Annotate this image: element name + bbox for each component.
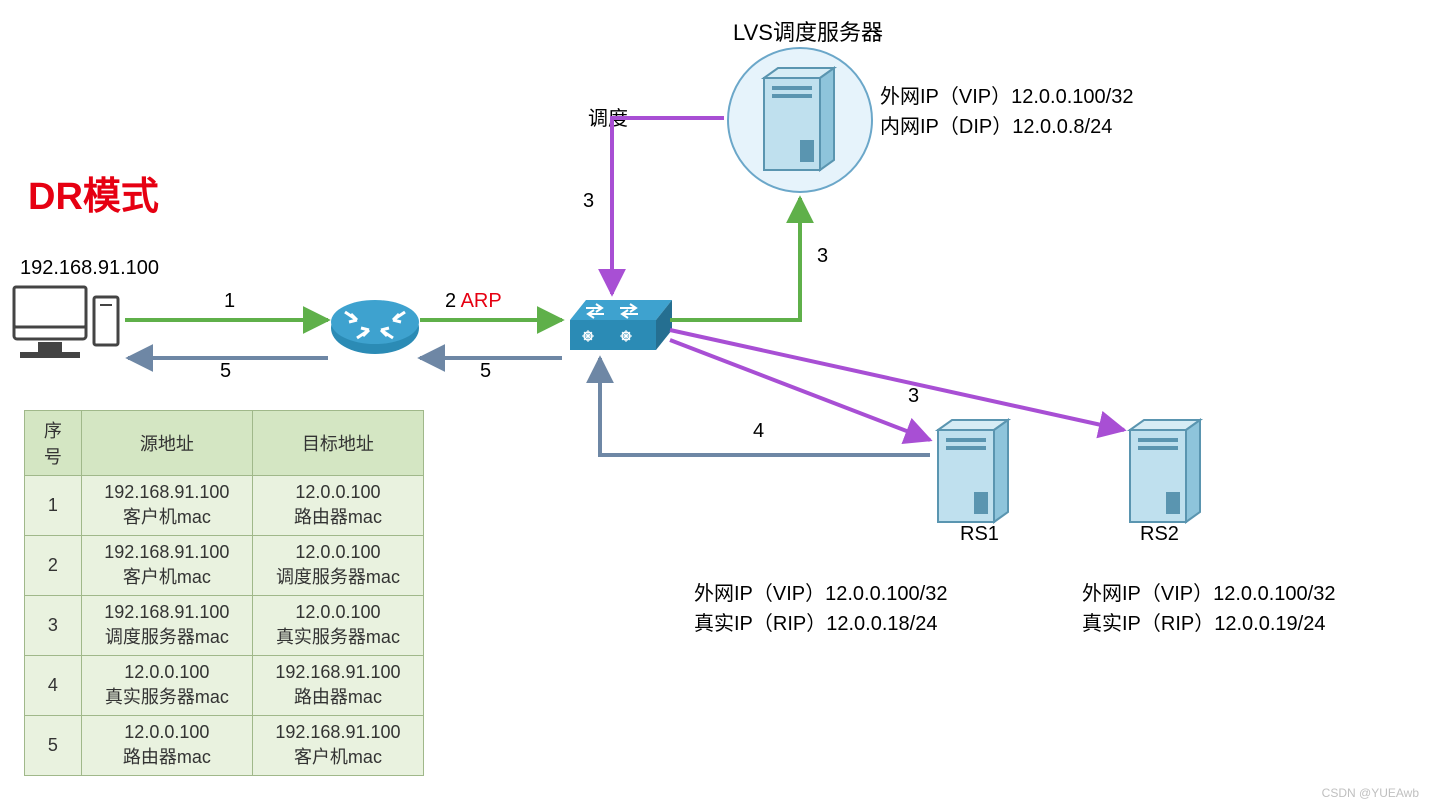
arrow-3-rs1 bbox=[670, 340, 930, 440]
arrow-schedule bbox=[612, 118, 724, 294]
desktop-icon bbox=[14, 287, 118, 358]
arrow-4 bbox=[600, 358, 930, 455]
rs2-server-icon bbox=[1130, 420, 1200, 522]
rs1-server-icon bbox=[938, 420, 1008, 522]
arrow-3-up bbox=[670, 198, 800, 320]
router-icon bbox=[331, 300, 419, 354]
diagram-svg bbox=[0, 0, 1429, 806]
switch-icon bbox=[570, 300, 672, 350]
lvs-server-icon bbox=[728, 48, 872, 192]
arrow-3-rs2 bbox=[670, 330, 1124, 430]
